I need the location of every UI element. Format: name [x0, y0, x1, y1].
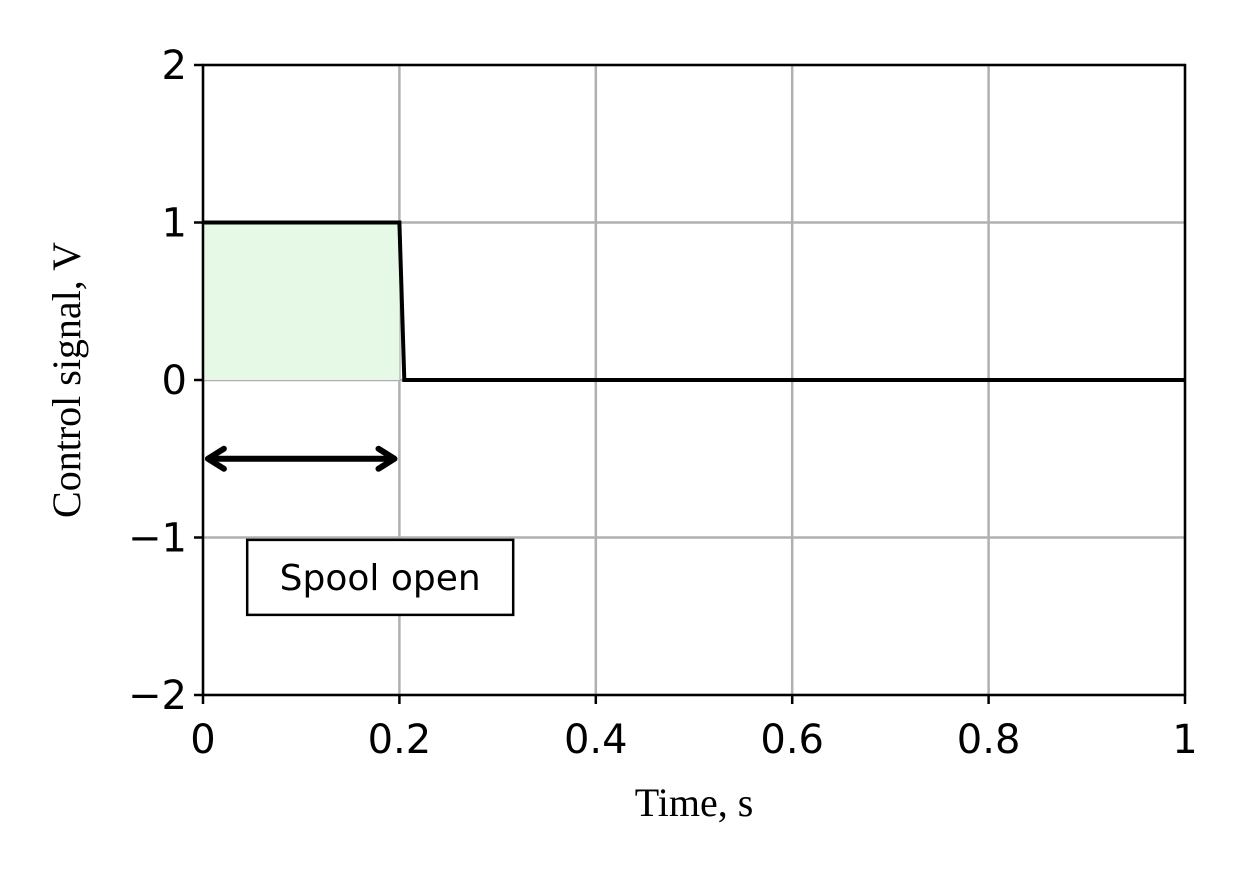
x-tick-label: 0.4	[564, 717, 628, 763]
x-tick-label: 0	[190, 717, 215, 763]
annotation-box	[245, 538, 515, 617]
x-tick-label: 0.6	[760, 717, 824, 763]
x-axis-title: Time, s	[635, 780, 754, 825]
x-tick-label: 0.8	[957, 717, 1021, 763]
series-line	[203, 220, 1185, 382]
y-axis-title: Control signal, V	[44, 242, 89, 518]
x-tick-label: 1	[1172, 717, 1197, 763]
annotation-label: Spool open	[280, 558, 481, 599]
duration-arrow	[204, 445, 398, 472]
y-tick-label: −2	[128, 673, 187, 719]
y-tick-label: 2	[162, 43, 187, 89]
shaded-region	[203, 222, 400, 380]
y-tick-label: 0	[162, 358, 187, 404]
x-tick-label: 0.2	[368, 717, 432, 763]
y-tick-label: −1	[128, 516, 187, 562]
y-tick-label: 1	[162, 201, 187, 247]
